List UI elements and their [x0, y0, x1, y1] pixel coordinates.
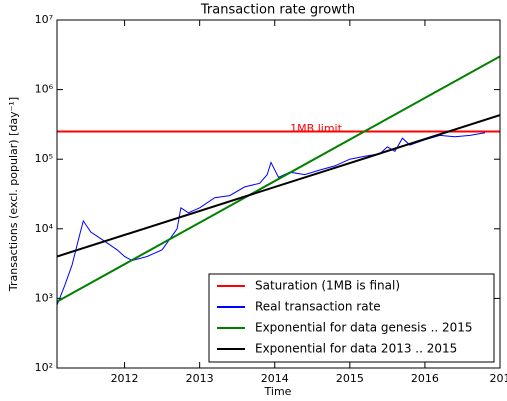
x-tick-label: 201	[490, 372, 507, 385]
plot-frame	[56, 19, 501, 369]
y-tick-label: 10⁷	[35, 13, 53, 26]
legend: Saturation (1MB is final) Real transactio…	[208, 273, 495, 363]
x-tick-label: 2012	[111, 372, 139, 385]
legend-label: Exponential for data 2013 .. 2015	[255, 342, 457, 356]
legend-label: Exponential for data genesis .. 2015	[255, 321, 473, 335]
annotation: 1MB limit	[290, 122, 342, 135]
series-line	[57, 132, 486, 306]
series-line	[57, 114, 500, 258]
y-tick-label: 10³	[35, 291, 53, 304]
chart-title: Transaction rate growth	[200, 3, 355, 18]
x-tick-label: 2015	[336, 372, 364, 385]
series-line	[57, 55, 500, 303]
legend-label: Real transaction rate	[255, 300, 381, 314]
x-tick-label: 2013	[186, 372, 214, 385]
x-tick-label: 2014	[261, 372, 289, 385]
legend-label: Saturation (1MB is final)	[255, 279, 400, 293]
y-tick-label: 10⁵	[35, 152, 53, 165]
legend-box	[208, 273, 495, 363]
y-tick-label: 10²	[35, 361, 53, 374]
x-axis-label: Time	[264, 385, 292, 398]
x-tick-label: 2016	[411, 372, 439, 385]
y-tick-label: 10⁴	[35, 222, 54, 235]
y-tick-label: 10⁶	[35, 83, 54, 96]
y-axis-label: Transactions (excl. popular) [day⁻¹]	[7, 97, 20, 292]
